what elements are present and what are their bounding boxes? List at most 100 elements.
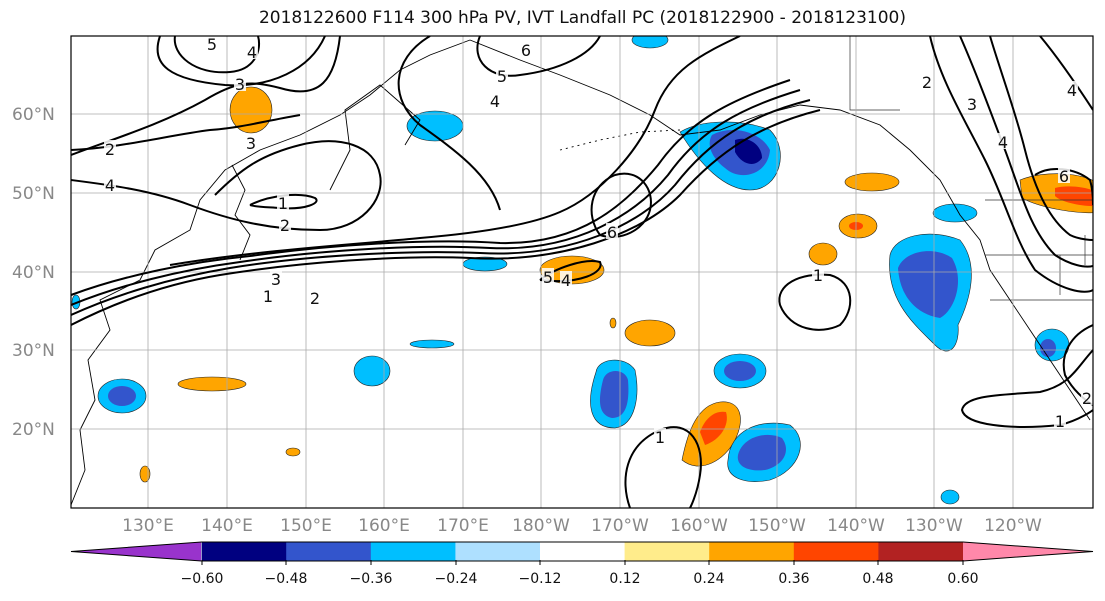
contour-label-bg [1066,81,1078,97]
colorbar-segments [70,541,1094,562]
contour-label: 1 [1055,412,1065,431]
contour-label: 6 [521,41,531,60]
lon-label-160e: 160°E [358,516,410,536]
contour-label: 4 [105,176,115,195]
shade-gulf-1 [844,172,900,192]
contour-label-bg [966,95,978,111]
shade-subtropic-neg-2-core [724,361,756,381]
contour-label-bg [496,67,508,83]
contour-label: 3 [271,270,281,289]
shade-taiwan-core [108,386,136,406]
contour-label: 4 [561,271,571,290]
lat-axis: 60°N 50°N 40°N 30°N 20°N [12,105,55,440]
colorbar-segment [286,542,372,561]
contour-label-bg [1081,389,1093,405]
lon-axis: 130°E 140°E 150°E 160°E 170°E 180°W 170°… [122,516,1042,536]
shade-subtropic [624,319,676,347]
colorbar-label: −0.36 [350,571,393,587]
contour-4-east [989,36,1093,241]
contour-label-bg [245,134,257,150]
contour-label: 1 [263,287,273,306]
shade-thin [409,339,455,349]
contour-label: 5 [497,67,507,86]
lat-label-40: 40°N [12,263,55,283]
contour-label-bg [262,287,274,303]
contour-label-bg [654,428,666,444]
lon-label-170w: 170°W [591,516,649,536]
contour-label-bg [1054,412,1066,428]
figure-title: 2018122600 F114 300 hPa PV, IVT Landfall… [258,8,906,28]
contour-jet-3 [71,89,801,306]
lon-label-160w: 160°W [670,516,728,536]
shade-hawaii-core [700,411,727,445]
lat-label-50: 50°N [12,184,55,204]
colorbar-segment [455,542,541,561]
lon-label-180w: 180°W [512,516,570,536]
lon-label-130w: 130°W [905,516,963,536]
contour-label-bg [520,41,532,57]
asia-coast [71,39,471,506]
contour-2-east [929,36,1093,293]
colorbar-segment [878,542,964,561]
contour-label: 4 [1067,81,1077,100]
contour-label: 1 [655,428,665,447]
contour-label: 2 [1082,389,1092,408]
shade-small-c [609,317,617,329]
colorbar-segment [71,542,201,561]
contour-label-bg [234,75,246,91]
shade-ne-pacific-core [898,251,959,318]
lon-label-130e: 130°E [122,516,174,536]
pc-shading [71,36,1093,505]
contour-label-bg [997,133,1009,149]
graticule [71,36,1093,508]
contour-label: 4 [998,133,1008,152]
contour-label: 2 [922,73,932,92]
shade-california-core [1040,339,1056,357]
shade-coast [932,203,978,223]
contour-label-bg [104,140,116,156]
contour-6-north [476,36,601,77]
colorbar-segment [709,542,795,561]
colorbar-segment [370,542,456,561]
shade-gulf-alaska-core [735,138,762,164]
contour-1-se [960,349,1093,428]
colorbar-label: 0.24 [693,571,724,587]
shade-west-pacific [177,376,247,392]
pv-contours [71,36,1093,508]
colorbar-label: 0.60 [947,571,978,587]
lat-label-60: 60°N [12,105,55,125]
contour-label: 3 [967,95,977,114]
colorbar-segment [201,542,287,561]
shade-gulf-3 [808,242,838,266]
positive-anomaly-fills [139,86,1093,483]
contour-jet-4 [71,79,791,296]
contour-label-bg [489,92,501,108]
contour-4-nw [156,36,326,87]
colorbar-label: 0.12 [609,571,640,587]
lat-label-20: 20°N [12,420,55,440]
colorbar-segment [793,542,879,561]
colorbar-segment [624,542,710,561]
contour-3-east [959,36,1093,268]
colorbar-label: −0.48 [265,571,308,587]
shade-subtropic-neg-1-core [599,371,629,418]
shade-top [631,36,669,49]
contour-label: 2 [310,289,320,308]
shade-hawaii-neg-core [737,434,786,471]
shade-small-a [285,447,301,457]
lat-label-30: 30°N [12,341,55,361]
contour-label-bg [246,43,258,59]
contour-1-south [624,426,702,508]
contour-label: 4 [490,92,500,111]
contour-label-bg [104,176,116,192]
lon-label-120w: 120°W [984,516,1042,536]
border-alaska [849,36,900,111]
lon-label-170e: 170°E [437,516,489,536]
contour-label-bg [921,73,933,89]
contour-label-bg [542,268,554,284]
contour-label: 5 [207,35,217,54]
shade-small-b [139,465,151,483]
